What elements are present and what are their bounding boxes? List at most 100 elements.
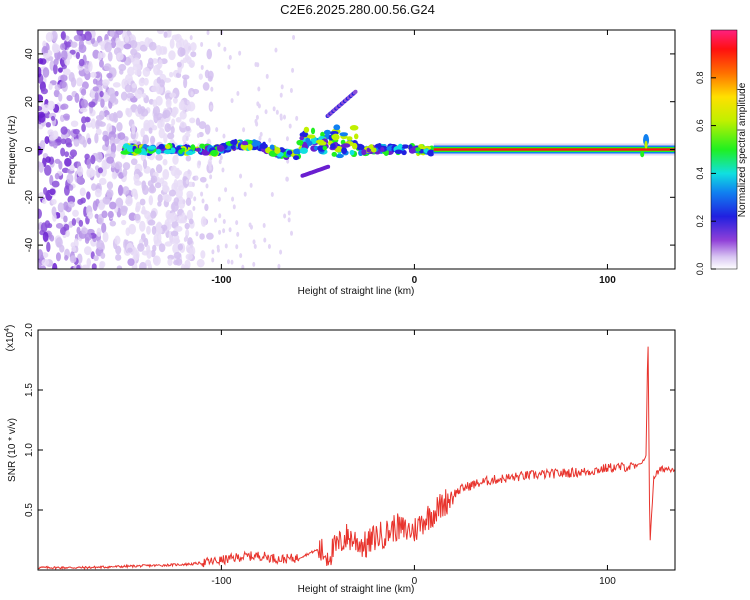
heatmap-noise-blob <box>109 30 115 38</box>
snr-x-tick-label: 0 <box>412 576 418 587</box>
heatmap-noise-blob <box>96 239 105 250</box>
heatmap-noise-blob <box>60 74 68 82</box>
heatmap-faint-blob <box>255 121 259 127</box>
heatmap-noise-blob <box>42 231 49 242</box>
heatmap-noise-blob <box>59 80 67 89</box>
heatmap-noise-blob <box>186 56 192 65</box>
heatmap-noise-blob <box>41 258 50 266</box>
heatmap-signal-blob <box>408 147 416 154</box>
heatmap-noise-blob <box>188 218 194 225</box>
heatmap-noise-blob <box>204 203 209 212</box>
heatmap-faint-blob <box>224 187 228 193</box>
heatmap-noise-blob <box>115 30 124 35</box>
heatmap-noise-blob <box>160 224 168 232</box>
heatmap-noise-blob <box>60 147 66 157</box>
heatmap-noise-blob <box>169 237 176 245</box>
heatmap-noise-blob <box>38 208 42 219</box>
heatmap-faint-blob <box>268 137 272 143</box>
heatmap-faint-blob <box>277 263 281 269</box>
heatmap-noise-blob <box>69 149 78 158</box>
heatmap-noise-blob <box>202 82 210 91</box>
heatmap-signal-blob <box>158 143 165 150</box>
heatmap-noise-blob <box>101 222 107 234</box>
heatmap-noise-blob <box>139 198 146 206</box>
heatmap-x-tick-label: 100 <box>599 275 616 286</box>
heatmap-signal-blob <box>274 147 281 154</box>
heatmap-noise-blob <box>49 188 56 196</box>
heatmap-noise-blob <box>109 220 117 227</box>
heatmap-noise-blob <box>54 158 61 164</box>
heatmap-noise-blob <box>38 105 43 112</box>
heatmap-noise-blob <box>128 223 137 235</box>
heatmap-noise-blob <box>115 37 121 45</box>
heatmap-noise-blob <box>99 59 104 68</box>
heatmap-faint-blob <box>218 229 222 235</box>
heatmap-noise-blob <box>165 98 172 109</box>
snr-series-line <box>38 346 675 570</box>
heatmap-noise-blob <box>152 244 157 252</box>
heatmap-noise-blob <box>148 57 154 66</box>
heatmap-signal-blob <box>293 155 300 161</box>
heatmap-noise-blob <box>164 194 172 203</box>
heatmap-noise-blob <box>82 139 87 148</box>
heatmap-signal-blob <box>286 150 293 155</box>
heatmap-noise-blob <box>60 226 67 236</box>
heatmap-noise-blob <box>98 201 105 211</box>
heatmap-noise-blob <box>185 197 192 206</box>
heatmap-noise-blob <box>190 42 197 52</box>
heatmap-faint-blob <box>249 182 253 188</box>
heatmap-faint-blob <box>210 86 214 92</box>
snr-x-tick-label: -100 <box>211 576 231 587</box>
heatmap-noise-blob <box>176 169 182 176</box>
heatmap-noise-blob <box>151 58 158 64</box>
snr-scale-label: (x104) <box>4 325 16 352</box>
heatmap-faint-blob <box>272 106 276 112</box>
heatmap-faint-blob <box>185 179 189 185</box>
snr-plot: -100 0 100 0.5 1.0 1.5 2.0 Height of straight… <box>4 323 676 595</box>
heatmap-y-tick-label: -20 <box>24 190 35 205</box>
heatmap-noise-blob <box>142 67 151 77</box>
heatmap-noise-blob <box>53 89 60 98</box>
heatmap-faint-blob <box>295 115 299 121</box>
snr-x-tick-label: 100 <box>599 576 616 587</box>
heatmap-noise-blob <box>100 252 106 260</box>
heatmap-faint-blob <box>288 123 292 129</box>
chart-title: C2E6.2025.280.00.56.G24 <box>280 2 435 17</box>
heatmap-noise-blob <box>43 104 49 114</box>
heatmap-spike-core <box>644 140 648 149</box>
heatmap-faint-blob <box>209 174 213 180</box>
heatmap-noise-blob <box>150 177 156 183</box>
heatmap-faint-blob <box>211 257 215 263</box>
heatmap-noise-blob <box>102 79 110 86</box>
heatmap-faint-blob <box>280 84 284 90</box>
heatmap-faint-blob <box>286 158 290 164</box>
heatmap-noise-blob <box>162 109 171 119</box>
heatmap-noise-blob <box>185 253 193 261</box>
heatmap-signal-blob <box>185 150 194 156</box>
heatmap-faint-blob <box>196 133 200 139</box>
heatmap-noise-blob <box>198 121 207 130</box>
heatmap-noise-blob <box>71 246 77 253</box>
heatmap-faint-blob <box>249 224 253 230</box>
heatmap-noise-blob <box>87 137 92 145</box>
heatmap-noise-blob <box>134 70 142 76</box>
heatmap-noise-blob <box>112 82 121 88</box>
heatmap-noise-blob <box>42 67 50 78</box>
heatmap-noise-blob <box>60 31 66 40</box>
heatmap-noise-blob <box>48 83 53 91</box>
heatmap-signal-blob <box>361 149 367 156</box>
heatmap-faint-blob <box>236 231 240 237</box>
heatmap-signal-blob <box>353 133 359 140</box>
heatmap-noise-blob <box>172 154 179 165</box>
heatmap-faint-blob <box>189 35 193 41</box>
heatmap-signal-blob <box>303 126 310 133</box>
heatmap-noise-blob <box>162 185 170 193</box>
heatmap-noise-blob <box>110 142 117 154</box>
heatmap-noise-blob <box>73 34 82 42</box>
heatmap-noise-blob <box>143 119 151 130</box>
heatmap-signal-blob <box>305 137 311 144</box>
heatmap-noise-blob <box>99 260 106 268</box>
heatmap-noise-blob <box>74 92 80 104</box>
heatmap-signal-blob <box>310 127 316 135</box>
heatmap-signal-blob <box>330 143 336 149</box>
